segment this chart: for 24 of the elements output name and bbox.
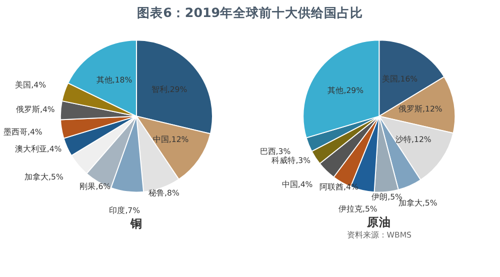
slice-label: 沙特,12%	[396, 135, 432, 144]
slice-label: 墨西哥,4%	[4, 127, 42, 136]
slice-label: 中国,12%	[152, 134, 189, 144]
slice-label: 刚果,6%	[80, 182, 111, 191]
text: 资料来源：WBMS	[346, 230, 412, 240]
slice-label: 其他,29%	[328, 86, 364, 96]
slice-label: 印度,7%	[109, 206, 140, 215]
text: 铜	[129, 216, 142, 231]
text: 图表6：2019年全球前十大供给国占比	[137, 4, 364, 20]
slice-label: 澳大利亚,4%	[14, 144, 62, 154]
slice-label: 俄罗斯,12%	[398, 104, 442, 114]
slice-label: 科威特,3%	[272, 156, 311, 165]
slice-label: 智利,29%	[151, 85, 188, 94]
slice-label: 美国,4%	[15, 80, 46, 90]
slice-label: 秘鲁,8%	[148, 188, 180, 198]
slice-label: 加拿大,5%	[24, 172, 64, 182]
slice-label: 中国,4%	[282, 180, 313, 189]
slice-label: 其他,18%	[96, 76, 132, 85]
slice-label: 俄罗斯,4%	[16, 104, 55, 114]
slice-label: 巴西,3%	[260, 146, 291, 156]
slice-label: 伊拉克,5%	[338, 204, 378, 214]
slice-label: 阿联酋,4%	[320, 182, 358, 192]
slice-label: 美国,16%	[382, 74, 418, 84]
text: 原油	[366, 214, 392, 229]
